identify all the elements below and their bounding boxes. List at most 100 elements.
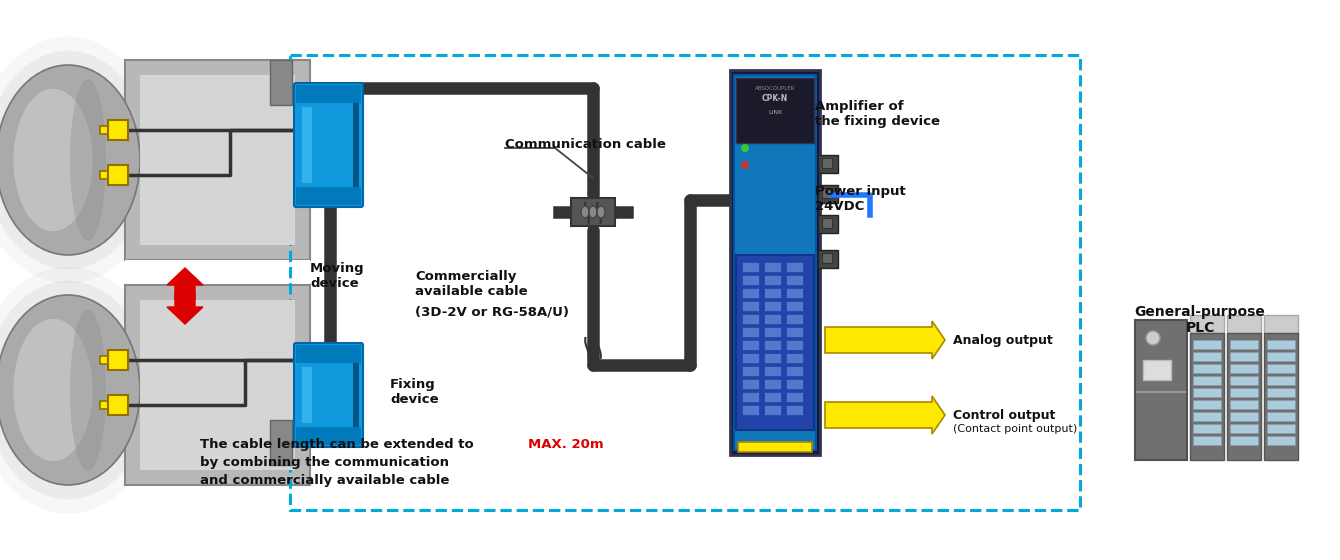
Ellipse shape xyxy=(70,80,106,241)
Text: Analog output: Analog output xyxy=(953,334,1053,347)
Bar xyxy=(302,367,312,423)
Ellipse shape xyxy=(582,206,590,218)
Text: Communication cable: Communication cable xyxy=(505,138,666,151)
Bar xyxy=(821,218,832,228)
Bar xyxy=(1190,333,1223,460)
Bar xyxy=(1268,424,1294,433)
Bar xyxy=(764,288,781,298)
Ellipse shape xyxy=(598,206,604,218)
FancyBboxPatch shape xyxy=(293,83,363,207)
Ellipse shape xyxy=(0,36,162,283)
Polygon shape xyxy=(168,292,202,324)
Bar xyxy=(817,215,838,233)
Ellipse shape xyxy=(0,65,139,255)
Bar xyxy=(764,366,781,376)
Bar xyxy=(787,366,803,376)
Bar xyxy=(289,55,1080,510)
Bar xyxy=(787,379,803,389)
Bar xyxy=(269,60,292,105)
Bar xyxy=(1268,436,1294,445)
Bar xyxy=(296,85,360,103)
Bar xyxy=(296,187,360,205)
Bar xyxy=(1193,424,1221,433)
Bar xyxy=(1268,376,1294,385)
Bar xyxy=(742,275,758,285)
Bar xyxy=(742,301,758,311)
Bar xyxy=(742,340,758,350)
Text: Commercially
available cable: Commercially available cable xyxy=(415,270,528,298)
Bar xyxy=(1230,340,1258,349)
Bar xyxy=(764,405,781,415)
Bar xyxy=(742,288,758,298)
Bar xyxy=(787,262,803,272)
Bar xyxy=(742,262,758,272)
Bar xyxy=(109,120,129,140)
Bar xyxy=(787,327,803,337)
Bar xyxy=(1193,388,1221,397)
FancyBboxPatch shape xyxy=(293,343,363,447)
Bar xyxy=(821,188,832,198)
Bar xyxy=(742,327,758,337)
Ellipse shape xyxy=(741,161,749,169)
Bar xyxy=(787,340,803,350)
Text: Amplifier of
the fixing device: Amplifier of the fixing device xyxy=(815,100,939,128)
Bar xyxy=(1193,340,1221,349)
Bar xyxy=(1264,333,1298,460)
Bar xyxy=(125,260,310,285)
Bar xyxy=(100,356,109,364)
Bar xyxy=(764,392,781,402)
Bar xyxy=(1227,333,1261,460)
Bar xyxy=(1230,424,1258,433)
Bar xyxy=(787,405,803,415)
Bar xyxy=(764,353,781,363)
Text: LINK: LINK xyxy=(768,110,783,114)
Bar xyxy=(125,285,310,485)
Bar xyxy=(817,250,838,268)
Bar xyxy=(109,165,129,185)
Bar xyxy=(787,288,803,298)
Bar xyxy=(100,171,109,179)
Bar xyxy=(571,198,615,226)
Bar xyxy=(139,75,295,245)
Bar xyxy=(742,314,758,324)
Bar xyxy=(817,185,838,203)
Bar xyxy=(764,379,781,389)
Polygon shape xyxy=(825,321,945,359)
Bar xyxy=(125,60,310,260)
Bar xyxy=(352,103,359,187)
Ellipse shape xyxy=(0,51,151,269)
Bar xyxy=(1190,315,1223,333)
Text: (3D-2V or RG-58A/U): (3D-2V or RG-58A/U) xyxy=(415,305,570,318)
Text: Power input
24VDC: Power input 24VDC xyxy=(815,185,906,213)
Bar xyxy=(742,379,758,389)
Text: MAX. 20m: MAX. 20m xyxy=(528,438,603,451)
Text: (Contact point output): (Contact point output) xyxy=(953,424,1077,434)
Bar xyxy=(1268,352,1294,361)
Bar xyxy=(764,262,781,272)
Bar xyxy=(742,392,758,402)
Bar xyxy=(817,155,838,173)
Text: General-purpose
PLC: General-purpose PLC xyxy=(1135,305,1265,335)
Bar xyxy=(109,395,129,415)
Text: Control output: Control output xyxy=(953,408,1056,422)
Bar xyxy=(1143,360,1171,380)
Text: The cable length can be extended to: The cable length can be extended to xyxy=(200,438,478,451)
Bar xyxy=(109,350,129,370)
Text: by combining the communication: by combining the communication xyxy=(200,456,449,469)
Text: Fixing
device: Fixing device xyxy=(390,378,438,406)
Bar xyxy=(1193,376,1221,385)
Bar xyxy=(1268,340,1294,349)
Bar xyxy=(1230,436,1258,445)
Ellipse shape xyxy=(741,144,749,152)
Bar xyxy=(764,340,781,350)
Bar xyxy=(736,255,813,430)
Ellipse shape xyxy=(0,281,151,500)
Bar xyxy=(1135,320,1187,460)
Ellipse shape xyxy=(13,88,92,231)
Bar xyxy=(269,420,292,465)
Bar xyxy=(787,314,803,324)
Bar xyxy=(730,70,820,455)
Bar xyxy=(296,345,360,363)
Bar xyxy=(742,405,758,415)
Bar xyxy=(1230,412,1258,421)
